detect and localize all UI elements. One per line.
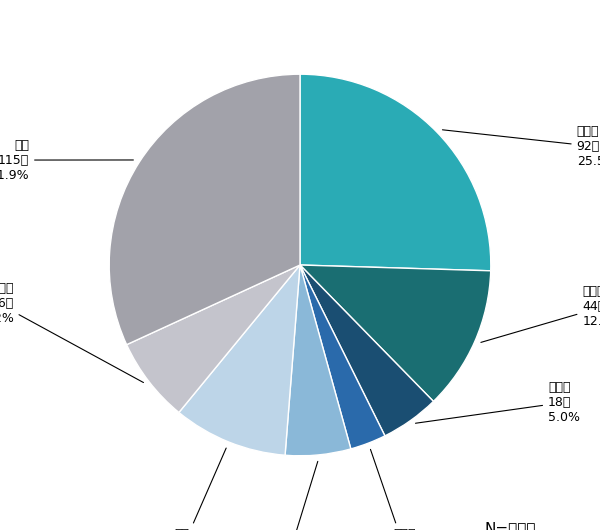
Wedge shape — [300, 74, 491, 271]
Text: N=３６１: N=３６１ — [484, 521, 536, 530]
Text: 放火
35人
9.7%: 放火 35人 9.7% — [166, 448, 226, 530]
Text: こんろ
18人
5.0%: こんろ 18人 5.0% — [415, 381, 580, 424]
Wedge shape — [285, 265, 351, 456]
Wedge shape — [127, 265, 300, 412]
Wedge shape — [300, 265, 385, 449]
Text: たばこ
92人
25.5%: たばこ 92人 25.5% — [442, 125, 600, 168]
Wedge shape — [179, 265, 300, 455]
Text: その他
26人
7.2%: その他 26人 7.2% — [0, 281, 143, 383]
Wedge shape — [300, 265, 491, 401]
Text: 不明
115人
31.9%: 不明 115人 31.9% — [0, 138, 133, 182]
Wedge shape — [109, 74, 300, 344]
Text: ストーブ
44人
12.2%: ストーブ 44人 12.2% — [481, 286, 600, 342]
Text: コード
11人
3.0%: コード 11人 3.0% — [370, 449, 421, 530]
Wedge shape — [300, 265, 433, 436]
Text: ロウソク
20人
5.5%: ロウソク 20人 5.5% — [269, 462, 318, 530]
